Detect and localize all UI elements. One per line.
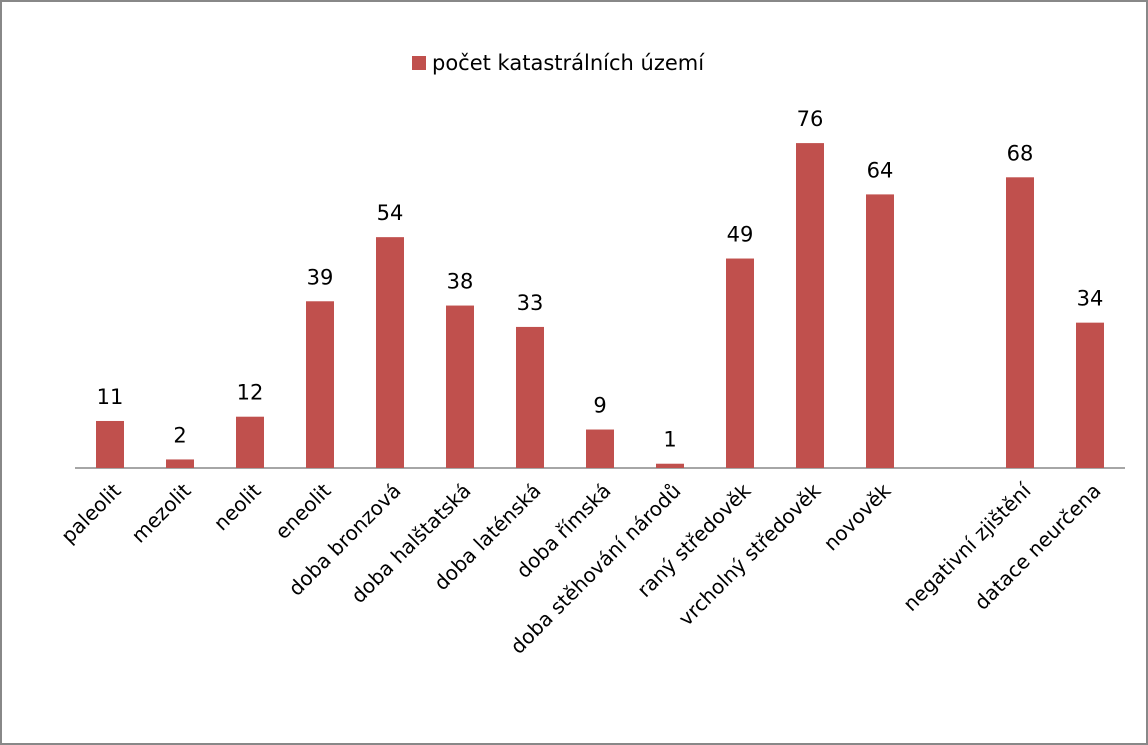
data-label: 68	[1007, 141, 1034, 165]
data-label: 11	[97, 385, 124, 409]
data-label: 39	[307, 265, 334, 289]
legend-label: počet katastrálních území	[432, 51, 705, 75]
bar	[1006, 177, 1034, 469]
data-label: 9	[593, 394, 606, 418]
bar	[96, 420, 124, 468]
bar	[866, 194, 894, 468]
data-label: 54	[377, 201, 404, 225]
bar	[796, 143, 824, 468]
data-label: 76	[797, 107, 824, 131]
bar	[376, 237, 404, 468]
data-label: 49	[727, 223, 754, 247]
legend-swatch	[412, 56, 426, 70]
bar	[166, 459, 194, 468]
bar	[306, 301, 334, 468]
data-label: 1	[663, 428, 676, 452]
bar	[586, 429, 614, 468]
data-label: 12	[237, 381, 264, 405]
data-label: 2	[173, 423, 186, 447]
data-label: 38	[447, 270, 474, 294]
data-label: 33	[517, 291, 544, 315]
bar	[236, 416, 264, 468]
bar	[656, 463, 684, 468]
bar	[516, 326, 544, 468]
data-label: 34	[1077, 287, 1104, 311]
bar	[726, 258, 754, 468]
data-label: 64	[867, 158, 894, 182]
bar	[446, 305, 474, 468]
bar	[1076, 322, 1104, 468]
